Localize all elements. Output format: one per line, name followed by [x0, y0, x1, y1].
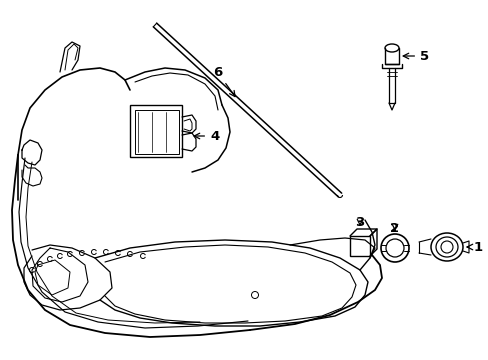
Text: 4: 4 [194, 130, 219, 143]
Text: 1: 1 [466, 240, 482, 253]
Text: 6: 6 [212, 66, 235, 96]
Text: 2: 2 [389, 221, 399, 234]
Text: 5: 5 [402, 50, 428, 63]
Text: 3: 3 [355, 216, 364, 229]
